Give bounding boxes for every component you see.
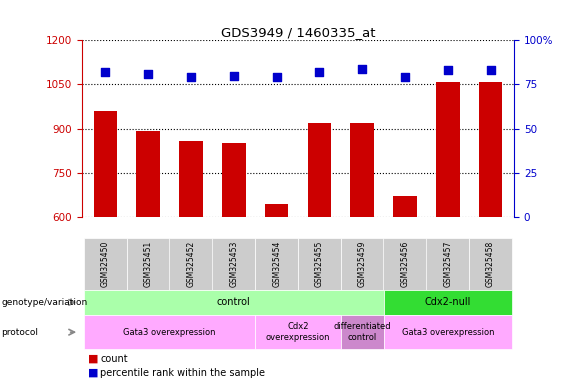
- Point: [444, 67, 453, 73]
- Bar: [137, 131, 160, 384]
- Text: GSM325456: GSM325456: [401, 241, 410, 287]
- Text: GSM325459: GSM325459: [358, 241, 367, 287]
- Text: protocol: protocol: [1, 328, 38, 337]
- Text: differentiated
control: differentiated control: [333, 323, 391, 342]
- Bar: [308, 123, 331, 384]
- Bar: [179, 141, 203, 384]
- Point: [358, 66, 367, 72]
- Text: GSM325454: GSM325454: [272, 241, 281, 287]
- Text: GSM325458: GSM325458: [486, 241, 495, 287]
- Text: GSM325450: GSM325450: [101, 241, 110, 287]
- Text: control: control: [217, 297, 251, 308]
- Text: GSM325453: GSM325453: [229, 241, 238, 287]
- Bar: [222, 143, 246, 384]
- Text: genotype/variation: genotype/variation: [1, 298, 88, 307]
- Text: Gata3 overexpression: Gata3 overexpression: [123, 328, 216, 337]
- Point: [186, 74, 195, 81]
- Text: percentile rank within the sample: percentile rank within the sample: [100, 368, 265, 378]
- Bar: [479, 81, 502, 384]
- Point: [101, 69, 110, 75]
- Text: GSM325452: GSM325452: [186, 241, 195, 287]
- Point: [144, 71, 153, 77]
- Bar: [393, 196, 417, 384]
- Point: [272, 74, 281, 81]
- Bar: [94, 111, 117, 384]
- Point: [486, 67, 495, 73]
- Bar: [265, 204, 288, 384]
- Text: GSM325455: GSM325455: [315, 241, 324, 287]
- Text: ■: ■: [88, 354, 98, 364]
- Point: [401, 74, 410, 81]
- Bar: [436, 81, 459, 384]
- Point: [229, 73, 238, 79]
- Point: [315, 69, 324, 75]
- Bar: [350, 123, 374, 384]
- Text: GSM325457: GSM325457: [444, 241, 453, 287]
- Text: count: count: [100, 354, 128, 364]
- Text: Cdx2-null: Cdx2-null: [425, 297, 471, 308]
- Title: GDS3949 / 1460335_at: GDS3949 / 1460335_at: [221, 26, 375, 39]
- Text: GSM325451: GSM325451: [144, 241, 153, 287]
- Text: ■: ■: [88, 368, 98, 378]
- Text: Cdx2
overexpression: Cdx2 overexpression: [266, 323, 331, 342]
- Text: Gata3 overexpression: Gata3 overexpression: [402, 328, 494, 337]
